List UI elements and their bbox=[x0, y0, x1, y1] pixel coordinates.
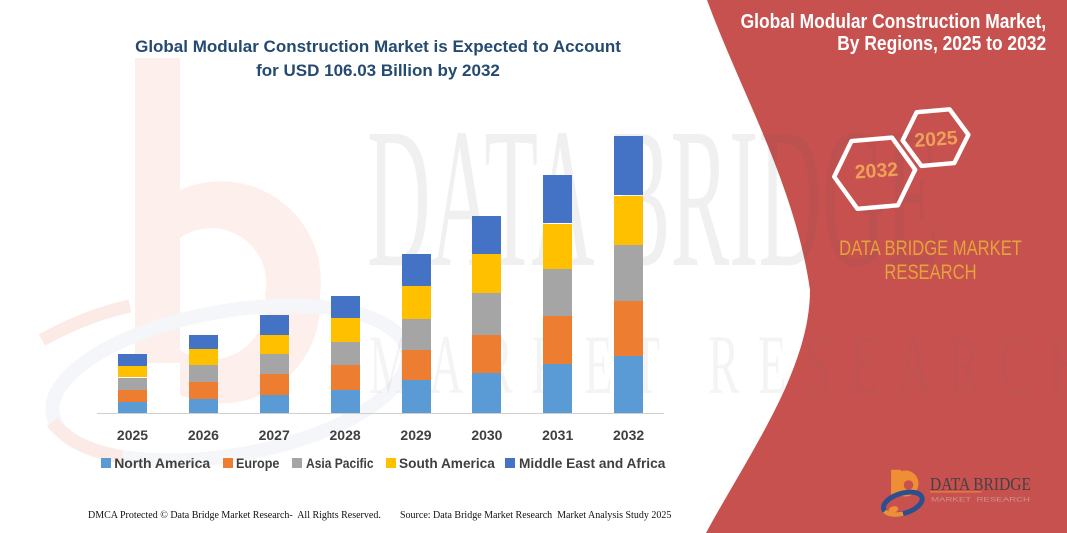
svg-text:MARKET RESEARCH: MARKET RESEARCH bbox=[931, 497, 1031, 504]
svg-text:DATA BRIDGE: DATA BRIDGE bbox=[930, 474, 1031, 494]
svg-text:2032: 2032 bbox=[854, 159, 899, 184]
svg-text:2025: 2025 bbox=[914, 127, 959, 152]
